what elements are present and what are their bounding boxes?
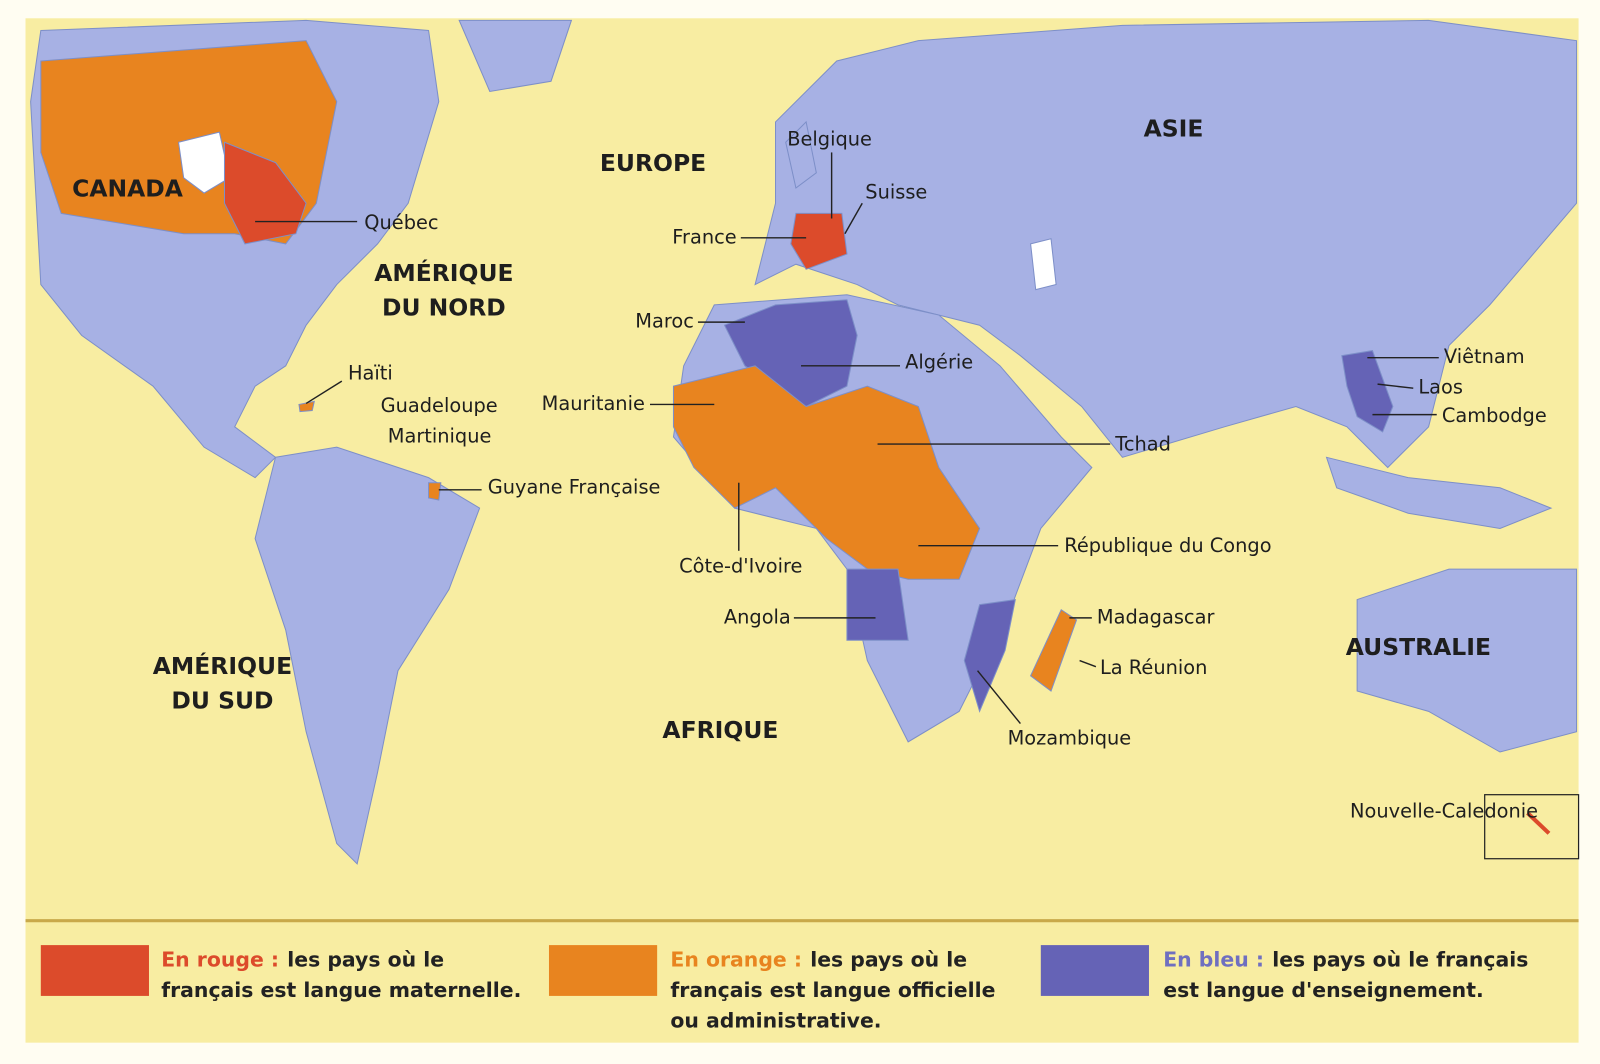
country-label: Martinique [388,425,492,448]
country-label: Algérie [905,350,973,373]
quebec [223,141,307,245]
france [790,212,848,270]
indochina [1341,350,1394,433]
south-america [254,446,481,865]
legend-line: les pays où le français [1272,947,1528,971]
country-label: Haïti [348,362,393,385]
country-label: Guyane Française [488,475,661,498]
legend-text: français est langue officielle [670,978,995,1002]
legend-key: En bleu : [1163,947,1264,971]
region-label: CANADA [72,175,183,203]
legend-line: les pays où le [810,947,967,971]
legend-swatch [1040,945,1149,996]
australia [1356,568,1578,753]
leader-line [976,670,1021,725]
country-label: Suisse [865,181,927,204]
country-label: La Réunion [1100,656,1207,679]
angola [846,568,909,641]
legend-line: les pays où le [287,947,444,971]
legend-key: En orange : [670,947,802,971]
region-label: DU NORD [382,293,506,321]
greenland [458,19,573,93]
leader-line [1079,659,1097,668]
guyane [428,482,442,501]
legend-key: En rouge : [161,947,279,971]
country-label: Tchad [1114,433,1171,456]
west-central-africa [672,365,981,580]
region-label: DU SUD [171,687,273,715]
legend-text: En orange : les pays où le [670,947,967,971]
hudson-bay [178,131,231,194]
legend-swatch [548,945,658,996]
country-label: Laos [1418,376,1463,399]
region-label: AMÉRIQUE [374,259,513,287]
legend-swatch [40,945,149,996]
region-label: EUROPE [600,149,706,177]
legend-text: est langue d'enseignement. [1163,978,1483,1002]
country-label: Côte-d'Ivoire [679,555,802,578]
country-label: Nouvelle-Caledonie [1350,799,1538,822]
country-label: Cambodge [1442,404,1547,427]
region-label: AMÉRIQUE [153,652,292,680]
new-caledonia [1526,811,1551,835]
leader-line [844,202,863,235]
legend-text: français est langue maternelle. [161,978,521,1002]
country-label: Madagascar [1097,605,1215,628]
inset-box [1484,794,1580,860]
legend-text: En rouge : les pays où le [161,947,444,971]
leader-line [1377,383,1414,389]
country-label: République du Congo [1064,534,1271,557]
madagascar [1029,608,1078,692]
country-label: Mozambique [1008,726,1132,749]
country-label: Viêtnam [1444,345,1525,368]
legend-text: En bleu : les pays où le français [1163,947,1528,971]
country-label: France [672,225,736,248]
mozambique [963,598,1016,713]
region-label: AFRIQUE [662,716,778,744]
country-label: Maroc [635,310,694,333]
haiti [298,400,315,413]
britain [785,120,817,189]
indonesia [1325,456,1553,529]
legend-text: ou administrative. [670,1008,881,1032]
country-label: Guadeloupe [381,394,498,417]
caspian [1030,238,1057,291]
leader-line [305,380,343,405]
region-label: AUSTRALIE [1346,633,1491,661]
country-label: Mauritanie [542,392,645,415]
country-label: Belgique [787,128,872,151]
country-label: Québec [364,211,438,234]
country-label: Angola [724,605,791,628]
region-label: ASIE [1144,115,1204,143]
